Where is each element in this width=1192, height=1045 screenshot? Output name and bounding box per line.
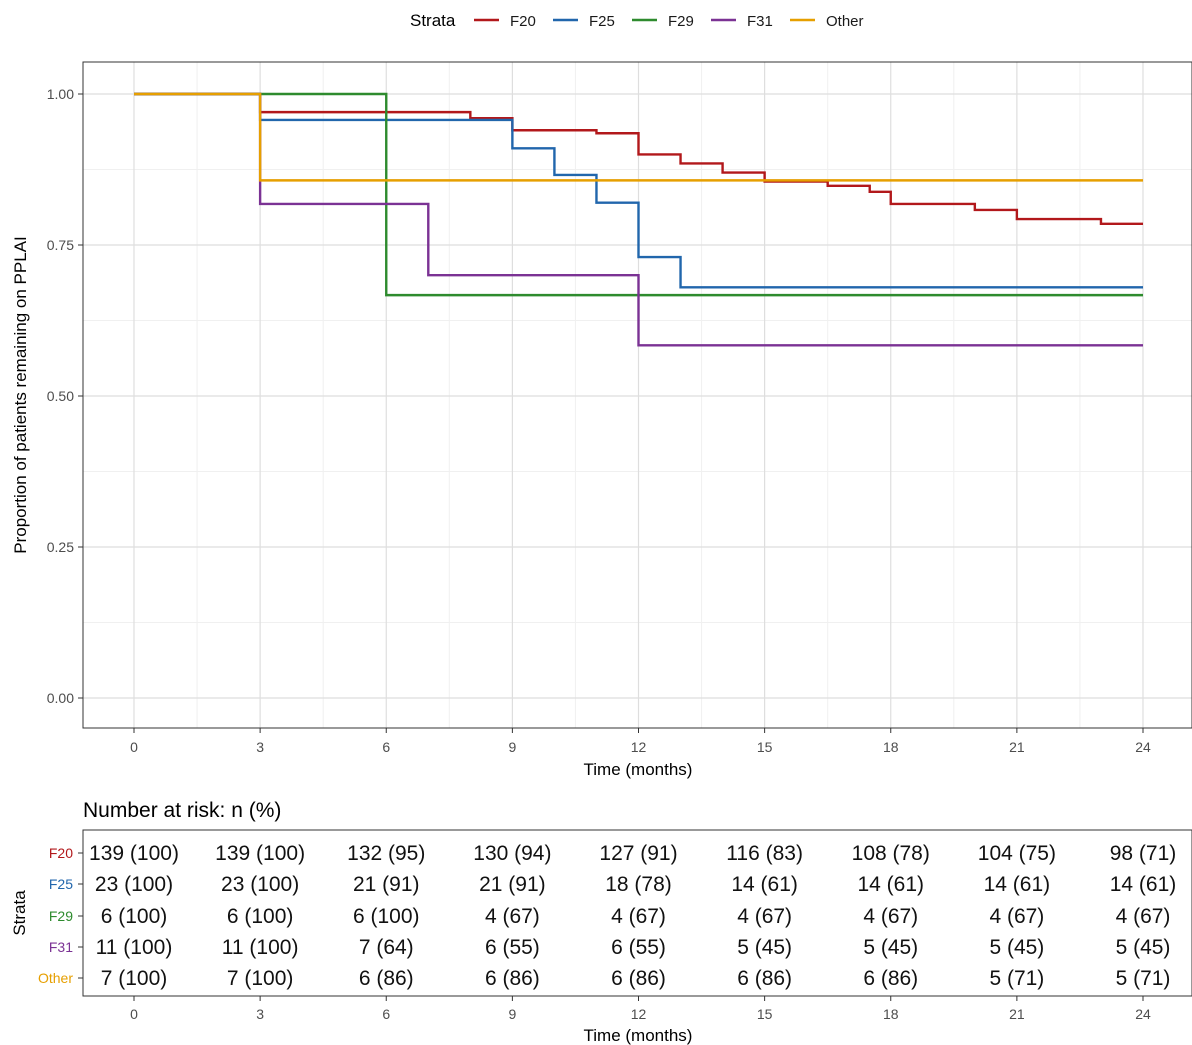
risk-cell: 5 (71)	[1116, 967, 1171, 990]
x-tick-label: 0	[130, 739, 138, 755]
risk-x-tick-label: 15	[757, 1006, 773, 1022]
risk-cell: 4 (67)	[989, 905, 1044, 928]
legend-label-f20: F20	[510, 13, 536, 30]
x-axis-title: Time (months)	[584, 760, 693, 779]
risk-cell: 14 (61)	[1110, 873, 1177, 896]
risk-y-axis-title: Strata	[10, 890, 29, 936]
risk-cell: 6 (100)	[353, 905, 420, 928]
y-tick-label: 0.25	[47, 539, 74, 555]
risk-cell: 98 (71)	[1110, 842, 1177, 865]
plot-area: 0 3 6 9 12 15 18 21 24 0.00 0.25 0.50 0.75 1.00 Time …	[11, 61, 1192, 779]
risk-row-label-other: Other	[38, 970, 73, 986]
x-tick-label: 18	[883, 739, 899, 755]
legend: Strata F20 F25 F29 F31 Other	[410, 11, 864, 30]
risk-cell: 6 (86)	[737, 967, 792, 990]
risk-cell: 5 (71)	[989, 967, 1044, 990]
risk-cell: 127 (91)	[599, 842, 677, 865]
risk-cell: 5 (45)	[989, 936, 1044, 959]
risk-cell: 4 (67)	[611, 905, 666, 928]
risk-x-axis-title: Time (months)	[584, 1026, 693, 1045]
risk-x-tick-label: 0	[130, 1006, 138, 1022]
risk-cell: 4 (67)	[737, 905, 792, 928]
risk-table-title: Number at risk: n (%)	[83, 799, 281, 822]
risk-cell: 130 (94)	[473, 842, 551, 865]
risk-cell: 11 (100)	[222, 936, 299, 959]
plot-panel-border	[82, 61, 1192, 729]
risk-cell: 6 (100)	[101, 905, 168, 928]
risk-cell: 104 (75)	[978, 842, 1056, 865]
risk-cell: 7 (64)	[359, 936, 414, 959]
risk-cell: 4 (67)	[1116, 905, 1171, 928]
risk-x-tick-label: 3	[256, 1006, 264, 1022]
risk-table-axis: 0 3 6 9 12 15 18 21 24	[130, 996, 1151, 1022]
x-tick-label: 12	[631, 739, 647, 755]
risk-cell: 11 (100)	[96, 936, 173, 959]
risk-cell: 4 (67)	[485, 905, 540, 928]
risk-x-tick-label: 24	[1135, 1006, 1151, 1022]
x-tick-label: 3	[256, 739, 264, 755]
risk-cell: 18 (78)	[605, 873, 672, 896]
risk-row-label-f31: F31	[49, 939, 73, 955]
legend-title: Strata	[410, 11, 456, 30]
x-tick-label: 24	[1135, 739, 1151, 755]
risk-row-label-f29: F29	[49, 908, 73, 924]
plot-grid	[83, 62, 1192, 728]
risk-table: Number at risk: n (%) F20 139 (100) 139 (1…	[10, 799, 1192, 1045]
x-tick-label: 21	[1009, 739, 1025, 755]
y-tick-label: 0.50	[47, 388, 74, 404]
risk-cell: 14 (61)	[857, 873, 924, 896]
risk-x-tick-label: 12	[631, 1006, 647, 1022]
risk-cell: 14 (61)	[731, 873, 798, 896]
risk-cell: 6 (55)	[611, 936, 666, 959]
risk-cell: 6 (86)	[485, 967, 540, 990]
legend-label-f25: F25	[589, 13, 615, 30]
risk-x-tick-label: 21	[1009, 1006, 1025, 1022]
km-curve-f25	[134, 92, 1143, 289]
risk-cell: 6 (100)	[227, 905, 294, 928]
risk-cell: 139 (100)	[215, 842, 305, 865]
risk-cell: 7 (100)	[227, 967, 294, 990]
risk-cell: 23 (100)	[221, 873, 299, 896]
risk-cell: 21 (91)	[479, 873, 546, 896]
risk-x-tick-label: 6	[382, 1006, 390, 1022]
risk-cell: 7 (100)	[101, 967, 168, 990]
x-tick-label: 15	[757, 739, 773, 755]
risk-row-label-f20: F20	[49, 845, 73, 861]
legend-label-f31: F31	[747, 13, 773, 30]
risk-cell: 116 (83)	[726, 842, 803, 865]
risk-cell: 5 (45)	[737, 936, 792, 959]
risk-cell: 6 (86)	[611, 967, 666, 990]
legend-items: F20 F25 F29 F31 Other	[474, 13, 864, 30]
risk-cell: 5 (45)	[863, 936, 918, 959]
y-axis-title: Proportion of patients remaining on PPLA…	[11, 236, 30, 554]
y-tick-label: 0.00	[47, 690, 74, 706]
y-tick-label: 0.75	[47, 237, 74, 253]
risk-cell: 132 (95)	[347, 842, 425, 865]
risk-cell: 6 (86)	[863, 967, 918, 990]
risk-row-label-f25: F25	[49, 876, 73, 892]
y-tick-label: 1.00	[47, 86, 74, 102]
km-curve-f20	[134, 92, 1143, 226]
risk-cell: 4 (67)	[863, 905, 918, 928]
risk-cell: 23 (100)	[95, 873, 173, 896]
legend-label-other: Other	[826, 13, 864, 30]
legend-label-f29: F29	[668, 13, 694, 30]
risk-cell: 5 (45)	[1116, 936, 1171, 959]
risk-x-tick-label: 18	[883, 1006, 899, 1022]
risk-table-border	[82, 829, 1192, 997]
km-curve-other	[134, 92, 1143, 182]
risk-cell: 139 (100)	[89, 842, 179, 865]
x-tick-label: 6	[382, 739, 390, 755]
survival-curves	[134, 92, 1143, 347]
risk-table-rows: F20 139 (100) 139 (100) 132 (95) 130 (94) 127…	[38, 842, 1176, 990]
risk-cell: 6 (86)	[359, 967, 414, 990]
risk-cell: 21 (91)	[353, 873, 420, 896]
risk-cell: 108 (78)	[852, 842, 930, 865]
risk-x-tick-label: 9	[508, 1006, 516, 1022]
risk-cell: 6 (55)	[485, 936, 540, 959]
risk-cell: 14 (61)	[984, 873, 1051, 896]
plot-axes: 0 3 6 9 12 15 18 21 24 0.00 0.25 0.50 0.75 1.00	[47, 86, 1151, 755]
x-tick-label: 9	[508, 739, 516, 755]
